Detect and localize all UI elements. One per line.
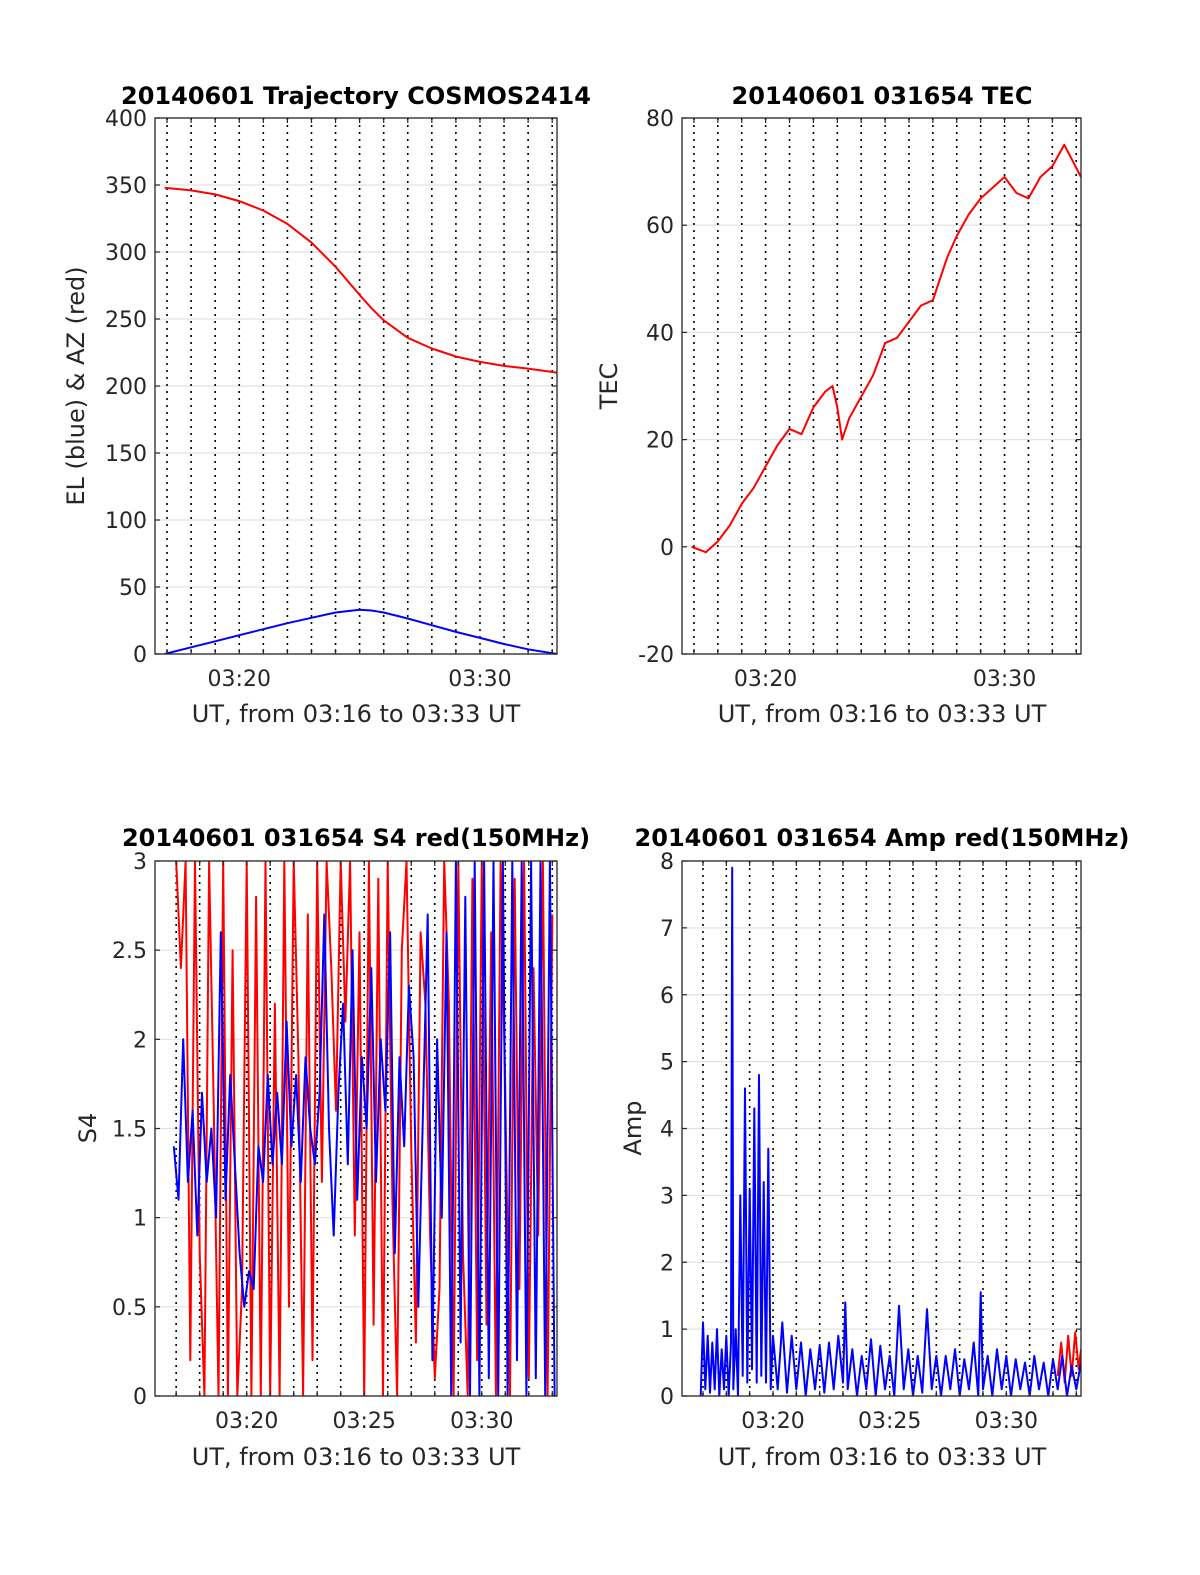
y-axis-label: Amp — [619, 1100, 647, 1155]
y-tick-label: 300 — [105, 241, 147, 266]
amp-panel: 20140601 031654 Amp red(150MHz) UT, from… — [619, 824, 1129, 1471]
y-tick-label: 2.5 — [112, 939, 147, 964]
y-tick-label: 50 — [119, 576, 147, 601]
y-tick-label: 100 — [105, 509, 147, 534]
panel-title: 20140601 Trajectory COSMOS2414 — [121, 82, 591, 110]
x-axis-label: UT, from 03:16 to 03:33 UT — [192, 700, 521, 728]
y-tick-label: 7 — [660, 917, 674, 942]
series-line-0 — [691, 143, 1081, 554]
panel-title: 20140601 031654 Amp red(150MHz) — [635, 824, 1130, 852]
y-tick-label: 3 — [133, 850, 147, 875]
y-axis-label: S4 — [74, 1113, 102, 1144]
y-tick-label: 2 — [133, 1028, 147, 1053]
y-tick-label: 0 — [660, 1385, 674, 1410]
y-tick-label: 1 — [660, 1318, 674, 1343]
y-tick-label: 3 — [660, 1184, 674, 1209]
y-axis-label: TEC — [595, 363, 623, 411]
y-tick-label: 0 — [660, 536, 674, 561]
y-tick-label: 80 — [646, 107, 674, 132]
x-tick-label: 03:25 — [858, 1409, 921, 1434]
y-tick-label: 2 — [660, 1251, 674, 1276]
y-tick-label: 0 — [133, 643, 147, 668]
series-line-0 — [1056, 1331, 1081, 1384]
y-tick-label: 40 — [646, 321, 674, 346]
x-tick-label: 03:20 — [741, 1409, 804, 1434]
series-line-1 — [172, 861, 556, 1396]
tec-panel: 20140601 031654 TEC UT, from 03:16 to 03… — [595, 82, 1082, 728]
x-axis-label: UT, from 03:16 to 03:33 UT — [718, 700, 1047, 728]
x-tick-label: 03:20 — [208, 667, 271, 692]
series-line-0 — [164, 186, 557, 374]
y-tick-label: 60 — [646, 214, 674, 239]
y-tick-label: 200 — [105, 375, 147, 400]
x-axis-label: UT, from 03:16 to 03:33 UT — [192, 1443, 521, 1471]
y-tick-label: 400 — [105, 107, 147, 132]
s4-panel: 20140601 031654 S4 red(150MHz) UT, from … — [74, 824, 590, 1471]
y-tick-label: 250 — [105, 308, 147, 333]
x-axis-label: UT, from 03:16 to 03:33 UT — [718, 1443, 1047, 1471]
series-line-1 — [164, 608, 557, 654]
series-line-0 — [175, 861, 554, 1396]
series-line-1 — [699, 866, 1081, 1396]
panel-title: 20140601 031654 S4 red(150MHz) — [122, 824, 590, 852]
x-tick-label: 03:30 — [448, 667, 511, 692]
y-axis-label: EL (blue) & AZ (red) — [62, 266, 90, 505]
y-tick-label: 8 — [660, 850, 674, 875]
y-tick-label: -20 — [638, 643, 674, 668]
x-tick-label: 03:30 — [450, 1409, 513, 1434]
y-tick-label: 350 — [105, 174, 147, 199]
y-tick-label: 0 — [133, 1385, 147, 1410]
y-tick-label: 6 — [660, 984, 674, 1009]
plot-area — [682, 118, 1081, 654]
y-tick-label: 0.5 — [112, 1296, 147, 1321]
panel-title: 20140601 031654 TEC — [732, 82, 1033, 110]
y-tick-label: 5 — [660, 1051, 674, 1076]
y-tick-label: 1.5 — [112, 1118, 147, 1143]
y-tick-label: 150 — [105, 442, 147, 467]
x-tick-label: 03:30 — [973, 667, 1036, 692]
y-tick-label: 20 — [646, 429, 674, 454]
axes-frame — [681, 117, 1082, 655]
y-tick-label: 1 — [133, 1207, 147, 1232]
x-tick-label: 03:30 — [975, 1409, 1038, 1434]
x-tick-label: 03:20 — [734, 667, 797, 692]
x-tick-label: 03:25 — [333, 1409, 396, 1434]
x-tick-label: 03:20 — [215, 1409, 278, 1434]
trajectory-panel: 20140601 Trajectory COSMOS2414 UT, from … — [62, 82, 591, 728]
y-tick-label: 4 — [660, 1118, 674, 1143]
